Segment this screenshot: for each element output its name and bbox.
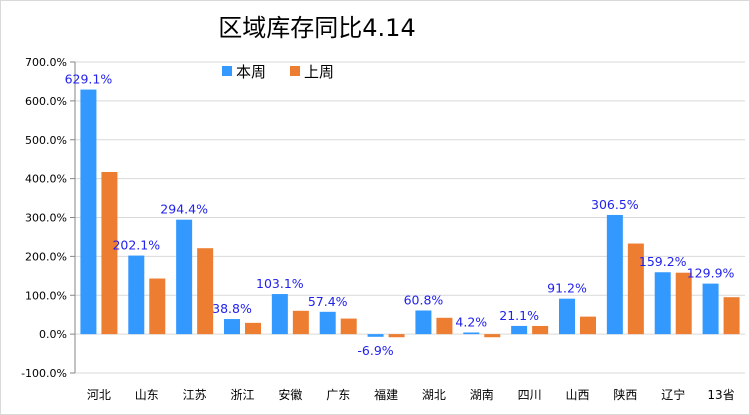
bar-上周-山东	[149, 278, 166, 335]
data-label: 202.1%	[112, 238, 160, 253]
data-label: 103.1%	[256, 276, 304, 291]
data-label: 21.1%	[499, 308, 539, 323]
bar-上周-13省	[723, 297, 740, 335]
bar-上周-安徽	[292, 310, 309, 335]
bar-上周-湖南	[484, 334, 501, 338]
bar-本周-广东	[319, 311, 336, 335]
bar-上周-浙江	[245, 322, 261, 335]
x-tick-label: 山西	[565, 388, 589, 402]
x-tick-label: 福建	[374, 387, 398, 402]
data-label: 60.8%	[404, 292, 444, 307]
legend-swatch	[222, 66, 232, 76]
y-tick-label: 200.0%	[25, 250, 67, 263]
y-tick-label: 500.0%	[25, 134, 67, 147]
y-tick-label: 700.0%	[25, 56, 67, 69]
x-tick-label: 广东	[326, 388, 350, 402]
x-tick-label: 四川	[518, 388, 542, 402]
data-label: 294.4%	[160, 202, 208, 217]
x-tick-label: 河北	[87, 388, 111, 402]
bar-上周-辽宁	[675, 272, 692, 335]
bar-上周-福建	[388, 334, 405, 338]
legend-label: 上周	[304, 63, 334, 81]
y-tick-label: 400.0%	[25, 173, 67, 186]
bar-上周-河北	[101, 172, 118, 335]
y-tick-label: 100.0%	[25, 289, 67, 302]
x-tick-label: 江苏	[183, 388, 207, 402]
bar-本周-浙江	[224, 319, 240, 335]
x-tick-label: 辽宁	[661, 387, 685, 402]
bar-本周-13省	[702, 283, 719, 335]
data-label: 306.5%	[591, 197, 639, 212]
chart-title: 区域库存同比4.14	[218, 14, 415, 42]
bar-上周-江苏	[197, 248, 214, 335]
bar-本周-山西	[559, 298, 575, 335]
bar-本周-江苏	[176, 219, 193, 335]
bar-本周-福建	[367, 334, 384, 337]
data-label: 4.2%	[455, 314, 487, 329]
data-label: 91.2%	[547, 281, 587, 296]
x-tick-label: 安徽	[278, 387, 302, 402]
data-label: 38.8%	[212, 301, 252, 316]
bar-本周-陕西	[606, 214, 623, 335]
legend-label: 本周	[236, 63, 266, 81]
bar-上周-山西	[580, 316, 596, 335]
x-tick-label: 湖北	[422, 387, 446, 402]
bar-上周-四川	[532, 325, 549, 335]
bar-本周-山东	[128, 255, 145, 335]
x-tick-label: 13省	[707, 388, 734, 402]
bar-本周-四川	[511, 325, 528, 335]
bar-本周-安徽	[271, 294, 288, 335]
legend-swatch	[290, 66, 300, 76]
x-tick-label: 湖南	[470, 387, 494, 402]
bar-本周-河北	[80, 89, 97, 335]
x-tick-label: 山东	[135, 388, 159, 402]
data-label: 159.2%	[639, 254, 687, 269]
bar-上周-广东	[340, 318, 357, 335]
data-label: 629.1%	[65, 72, 113, 87]
x-tick-label: 陕西	[613, 387, 637, 402]
y-tick-label: 600.0%	[25, 95, 67, 108]
bar-本周-湖北	[415, 310, 432, 335]
bar-本周-辽宁	[654, 272, 671, 335]
data-label: -6.9%	[357, 343, 393, 358]
data-label: 57.4%	[308, 294, 348, 309]
bar-上周-陕西	[627, 243, 644, 335]
bar-上周-湖北	[436, 317, 453, 335]
data-label: 129.9%	[687, 266, 735, 281]
x-tick-label: 浙江	[230, 388, 254, 402]
y-tick-label: 300.0%	[25, 212, 67, 225]
y-tick-label: -100.0%	[21, 367, 67, 380]
y-tick-label: 0.0%	[39, 328, 67, 341]
bar-本周-湖南	[463, 332, 480, 335]
